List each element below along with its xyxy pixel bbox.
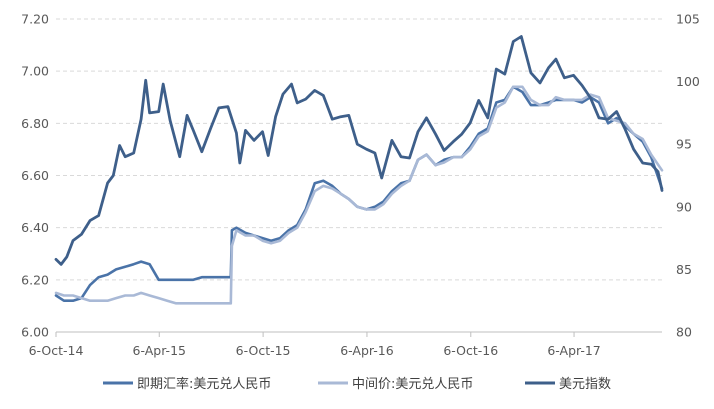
x-tick-label: 6-Oct-15 (236, 343, 291, 358)
legend-entry: 中间价:美元兑人民币 (318, 377, 473, 392)
right-tick-label: 85 (676, 262, 692, 277)
x-tick-label: 6-Oct-16 (443, 343, 498, 358)
left-tick-label: 7.00 (21, 64, 49, 79)
left-tick-label: 6.80 (21, 116, 49, 131)
x-tick-label: 6-Apr-16 (340, 343, 393, 358)
legend-label: 中间价:美元兑人民币 (352, 377, 473, 392)
right-tick-label: 105 (676, 12, 700, 27)
left-tick-label: 7.20 (21, 12, 49, 27)
legend-label: 美元指数 (559, 377, 611, 392)
left-tick-label: 6.00 (21, 325, 49, 340)
legend-entry: 即期汇率:美元兑人民币 (103, 376, 271, 392)
x-tick-label: 6-Apr-17 (547, 343, 600, 358)
series-lines (54, 35, 664, 305)
left-tick-label: 6.60 (21, 168, 49, 183)
left-tick-label: 6.40 (21, 220, 49, 235)
legend-entry: 美元指数 (525, 377, 611, 392)
series-line-1 (54, 85, 664, 303)
legend: 即期汇率:美元兑人民币 中间价:美元兑人民币 美元指数 (103, 376, 611, 392)
left-tick-label: 6.20 (21, 272, 49, 287)
x-axis: 6-Oct-14 6-Apr-15 6-Oct-15 6-Apr-16 6-Oct-16… (29, 331, 662, 358)
legend-label: 即期汇率:美元兑人民币 (137, 376, 271, 392)
right-tick-label: 90 (676, 199, 692, 214)
x-tick-label: 6-Oct-14 (29, 343, 84, 358)
right-tick-label: 100 (676, 74, 700, 89)
gridlines (56, 18, 662, 281)
left-axis-tick-labels: 6.00 6.20 6.40 6.60 6.80 7.00 7.20 (21, 12, 49, 340)
right-tick-label: 95 (676, 137, 692, 152)
right-axis-tick-labels: 80 85 90 95 100 105 (676, 12, 700, 340)
series-line-2 (54, 85, 664, 305)
right-tick-label: 80 (676, 325, 692, 340)
series-line-3 (54, 35, 664, 266)
x-tick-label: 6-Apr-15 (133, 343, 186, 358)
